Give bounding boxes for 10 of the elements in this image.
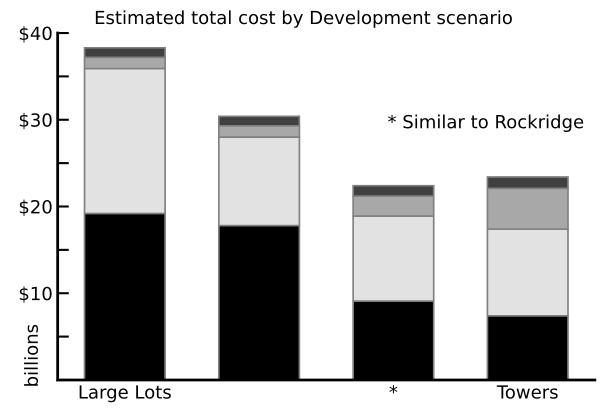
y-tick-label: $30 bbox=[20, 112, 52, 130]
x-tick-label: Towers bbox=[496, 385, 558, 399]
chart-title: Estimated total cost by Development scenario bbox=[96, 10, 512, 28]
y-tick-label: $20 bbox=[20, 200, 52, 216]
annotation: * Similar to Rockridge bbox=[388, 114, 584, 132]
y-axis-title: billions bbox=[24, 324, 38, 386]
x-tick-label: Large Lots bbox=[80, 385, 171, 402]
x-tick-label: * bbox=[389, 385, 398, 394]
y-tick-label: $40 bbox=[20, 26, 52, 43]
y-tick-label: $10 bbox=[20, 286, 52, 303]
